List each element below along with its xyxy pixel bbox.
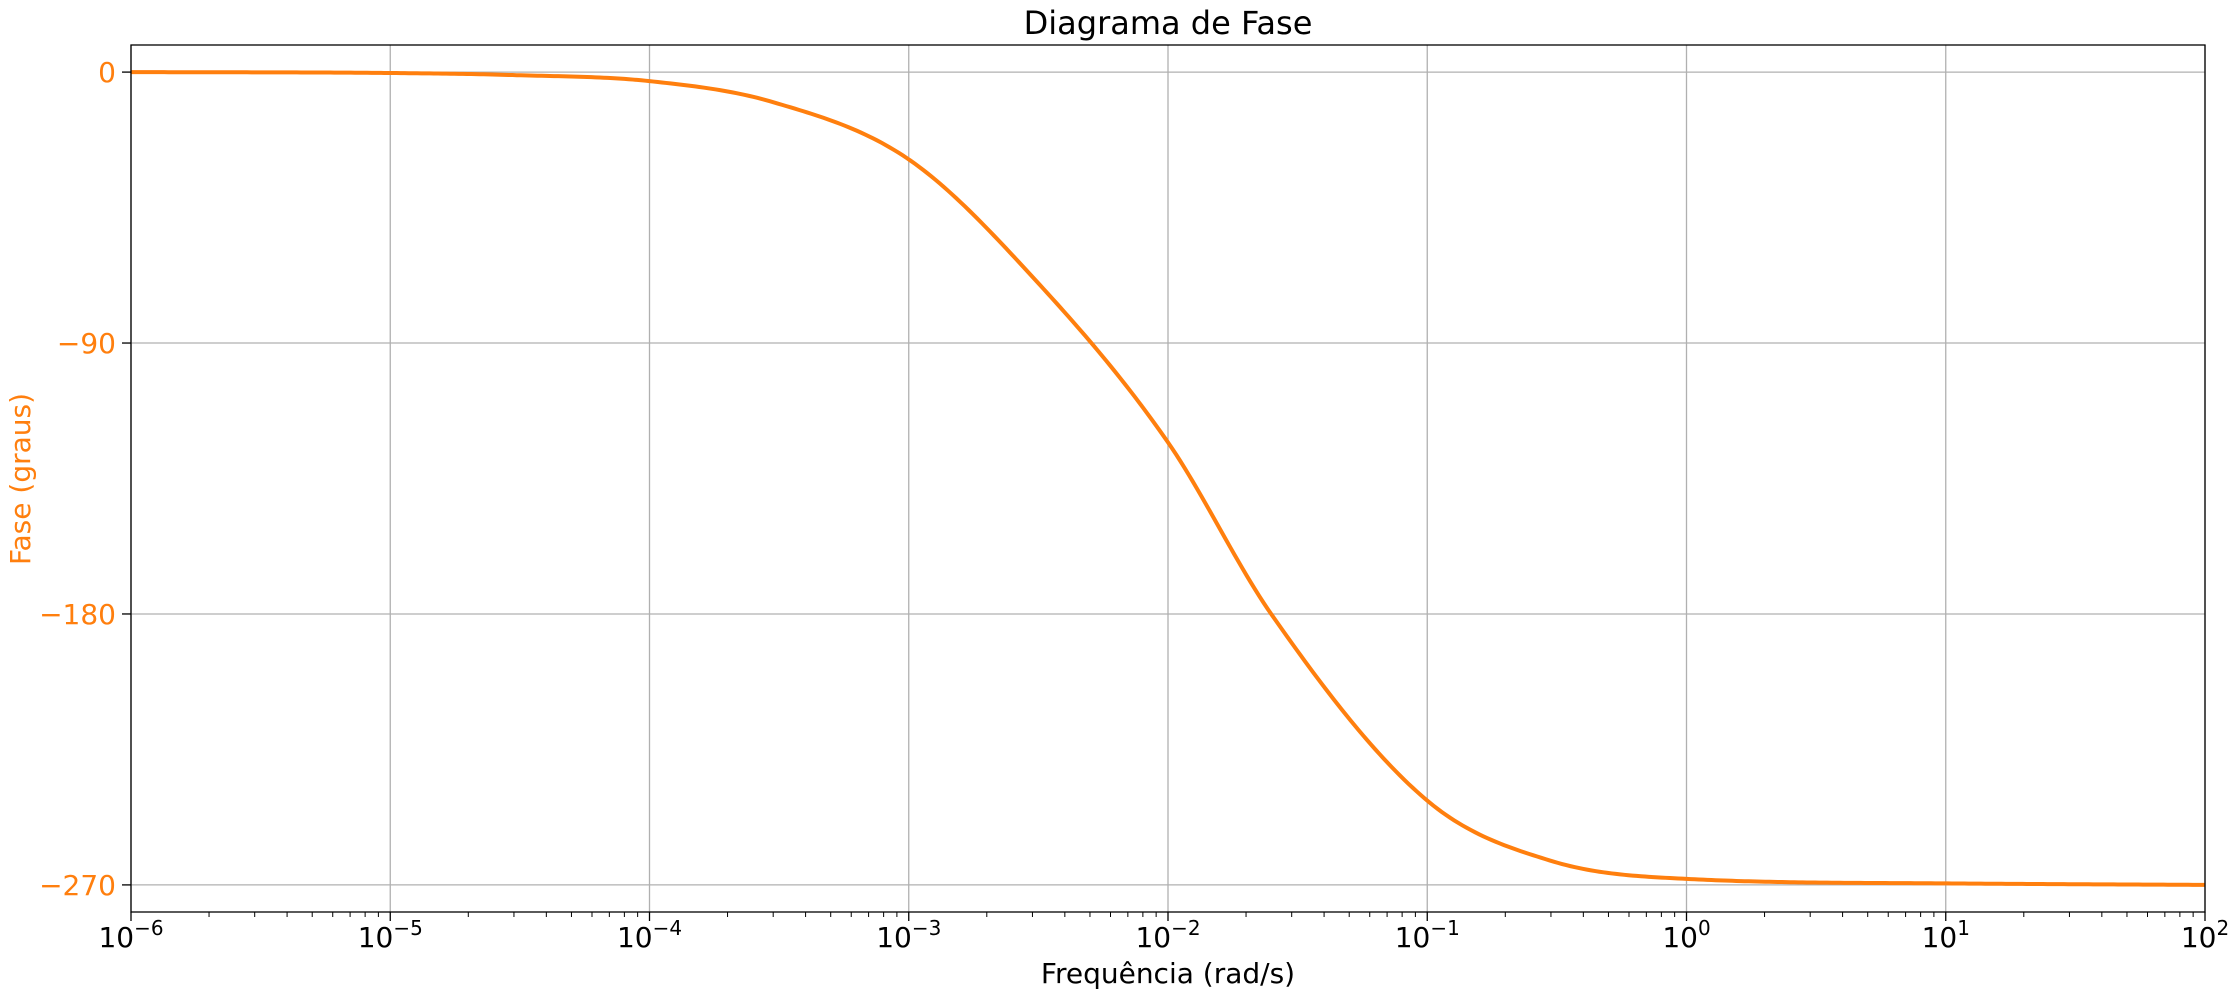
x-minor-ticks [208,912,2194,917]
y-tick-label-1: −90 [57,327,116,360]
y-tick-label-2: −180 [39,598,116,631]
y-tick-label-3: −270 [39,869,116,902]
phase-series-line [130,70,2206,887]
x-tick-label-2: 10−4 [617,916,682,954]
x-tick-label-6: 100 [1662,916,1710,954]
series-layer [130,70,2206,887]
x-tick-label-7: 101 [1922,916,1970,954]
chart-title: Diagrama de Fase [1024,4,1313,42]
x-tick-label-8: 102 [2181,916,2229,954]
y-tick-label-0: 0 [98,56,116,89]
x-tick-label-0: 10−6 [98,916,163,954]
x-tick-label-1: 10−5 [358,916,423,954]
x-tick-label-4: 10−2 [1135,916,1200,954]
x-tick-label-3: 10−3 [876,916,941,954]
x-axis-label: Frequência (rad/s) [1041,957,1295,990]
x-axis-ticks: 10−6 10−5 10−4 10−3 10−2 10−1 100 101 102 [98,912,2229,954]
y-axis-label: Fase (graus) [4,393,37,565]
y-axis-ticks: 0 −90 −180 −270 [39,56,131,902]
x-tick-label-5: 10−1 [1395,916,1460,954]
